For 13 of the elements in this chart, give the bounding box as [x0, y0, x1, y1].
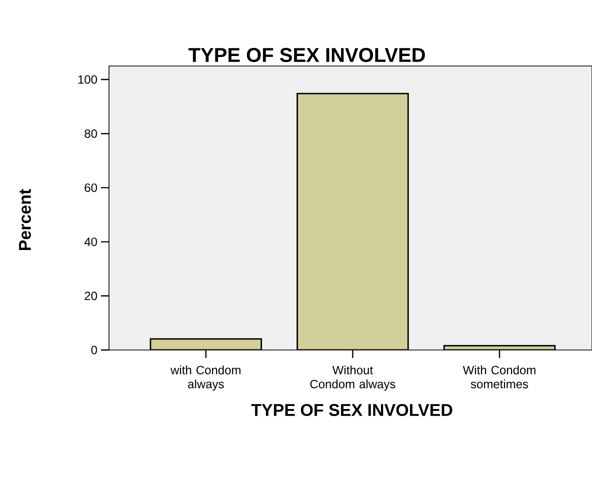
x-tick-label: Without Condom always	[310, 366, 396, 391]
x-tick-label: with Condom always	[170, 366, 240, 391]
y-tick-label: 100	[78, 75, 98, 84]
y-tick-label: 20	[84, 292, 98, 300]
y-tick-label: 80	[84, 129, 98, 138]
x-axis-title: TYPE OF SEX INVOLVED	[251, 404, 452, 416]
x-tick-label: With Condom sometimes	[462, 366, 536, 388]
chart-title: TYPE OF SEX INVOLVED	[188, 48, 425, 62]
y-axis-title: Percent	[19, 189, 31, 250]
y-tick-label: 60	[84, 183, 98, 192]
y-tick-label: 40	[84, 238, 98, 246]
y-tick-label: 0	[91, 346, 98, 354]
bar	[296, 92, 409, 350]
